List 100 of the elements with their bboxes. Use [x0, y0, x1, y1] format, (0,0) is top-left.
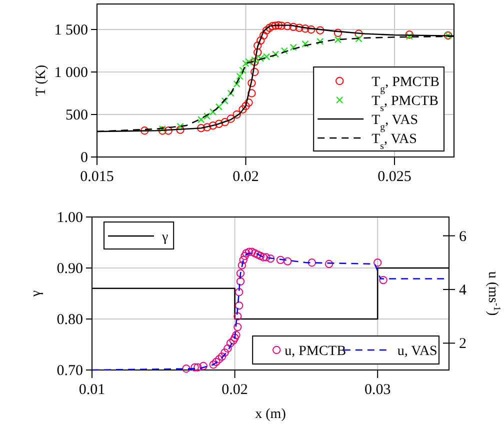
point — [242, 60, 250, 68]
point — [290, 44, 297, 51]
y-tick-label: 1 000 — [54, 65, 88, 81]
point — [256, 36, 265, 45]
point — [302, 40, 309, 48]
point — [226, 114, 235, 123]
point — [203, 112, 211, 120]
point — [214, 355, 224, 364]
point — [254, 42, 262, 50]
point — [316, 26, 324, 34]
point — [140, 126, 149, 135]
point — [190, 363, 199, 372]
point — [202, 123, 212, 132]
y2-tick-label: 2 — [459, 336, 466, 352]
point — [374, 258, 382, 267]
point — [199, 362, 208, 370]
point — [239, 256, 248, 264]
point — [355, 35, 362, 42]
legend-label: T$_{s}$, PMCTB — [372, 94, 438, 114]
legend-label: T$_{g}$, VAS — [372, 113, 418, 132]
point — [232, 331, 240, 340]
point — [307, 25, 316, 34]
point — [316, 38, 324, 45]
y-tick-label: 0.90 — [56, 261, 83, 277]
y2-tick-label: 6 — [459, 228, 467, 245]
point — [197, 124, 206, 132]
point — [234, 301, 244, 310]
point — [277, 22, 286, 30]
point — [220, 348, 229, 357]
x-tick-label: 0.03 — [364, 382, 391, 398]
point — [265, 24, 274, 32]
point — [354, 30, 363, 38]
x-tick-label: 0.02 — [232, 169, 259, 185]
y-axis-title: γ — [29, 290, 44, 298]
point — [301, 24, 310, 33]
point — [272, 50, 280, 58]
point — [379, 276, 388, 284]
point — [254, 48, 262, 57]
x-tick-label: 0.01 — [78, 382, 106, 398]
point — [209, 108, 217, 116]
point — [280, 47, 288, 54]
point — [236, 269, 245, 278]
legend-label: γ — [161, 230, 168, 245]
point — [271, 22, 280, 30]
legend-label: u, VAS — [397, 344, 438, 359]
point — [268, 22, 277, 30]
point — [230, 334, 239, 342]
point — [218, 352, 226, 361]
point — [276, 256, 285, 264]
point — [283, 22, 292, 30]
point — [238, 261, 246, 270]
x-tick-label: 0.015 — [80, 169, 114, 185]
y-tick-label: 0 — [80, 150, 88, 166]
point — [212, 358, 220, 366]
point — [334, 36, 342, 44]
point — [227, 90, 234, 97]
point — [242, 102, 250, 110]
point — [334, 28, 342, 37]
point — [234, 288, 244, 296]
x-axis-title: x (m) — [255, 407, 286, 422]
point — [234, 312, 242, 320]
point — [248, 248, 256, 256]
point — [266, 254, 275, 263]
point — [324, 260, 334, 268]
y2-tick-label: 4 — [459, 282, 467, 298]
point — [238, 105, 247, 114]
point — [254, 250, 262, 259]
point — [240, 252, 249, 260]
point — [236, 277, 245, 286]
point — [226, 339, 235, 348]
y-tick-label: 0.80 — [56, 312, 83, 328]
point — [244, 248, 254, 256]
point — [220, 118, 230, 126]
point — [234, 322, 242, 332]
point — [208, 121, 218, 130]
point — [295, 24, 304, 32]
point — [250, 249, 259, 258]
point — [198, 116, 205, 124]
point — [248, 89, 256, 98]
legend-label: u, PMCTB — [284, 344, 346, 359]
point — [221, 97, 229, 104]
legend-label: T$_{g}$, PMCTB — [372, 75, 440, 94]
point — [194, 363, 202, 372]
y-tick-label: 1.00 — [56, 210, 83, 226]
y-tick-label: 0.70 — [56, 363, 83, 379]
legend-label: T$_{s}$, VAS — [372, 132, 417, 152]
point — [224, 344, 232, 353]
point — [164, 126, 172, 135]
point — [308, 258, 316, 267]
point — [259, 253, 268, 262]
point — [229, 336, 238, 345]
point — [274, 21, 283, 30]
point — [236, 72, 244, 80]
point — [209, 360, 218, 369]
point — [262, 253, 270, 262]
point — [176, 122, 184, 130]
x-tick-label: 0.025 — [378, 169, 412, 185]
point — [284, 257, 292, 266]
point — [215, 103, 223, 110]
point — [239, 66, 246, 74]
